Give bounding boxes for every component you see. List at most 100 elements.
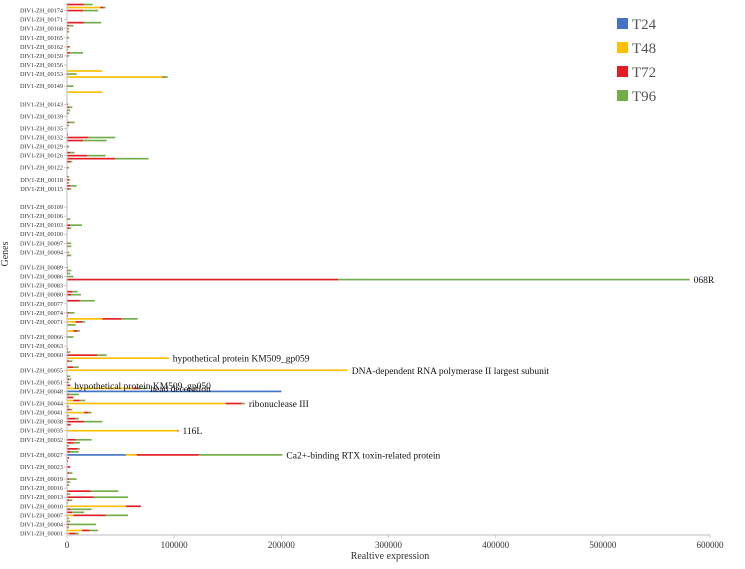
bar-segment-t72-div1-zh_00026 bbox=[67, 457, 70, 459]
y-tick-label: DIV1-ZH_00149 bbox=[20, 83, 63, 90]
bar-segment-t96-div1-zh_00136 bbox=[68, 124, 70, 127]
y-tick-label: DIV1-ZH_00086 bbox=[20, 274, 63, 281]
legend-swatch-t24 bbox=[617, 18, 628, 29]
bar-segment-t72-div1-zh_00115 bbox=[67, 188, 70, 190]
bar-segment-t72-div1-zh_00141 bbox=[67, 109, 69, 112]
bar-segment-t96-div1-zh_00013 bbox=[93, 496, 129, 499]
bar-segment-t72-div1-zh_00176 bbox=[67, 3, 85, 6]
bar-segment-t72-div1-zh_00170 bbox=[67, 21, 85, 24]
bar-segment-t96-div1-zh_00042 bbox=[70, 408, 73, 411]
y-tick-label: DIV1-ZH_00080 bbox=[20, 292, 63, 299]
bar-segment-t96-div1-zh_00103 bbox=[70, 224, 83, 226]
bar-segment-t72-div1-zh_00072 bbox=[102, 318, 122, 320]
bar-segment-t72-div1-zh_00162 bbox=[67, 46, 70, 48]
x-tick-label: 0 bbox=[65, 540, 70, 550]
bar-segment-t96-div1-zh_00119 bbox=[68, 175, 70, 178]
bar-segment-t96-div1-zh_00097 bbox=[68, 242, 72, 245]
x-tick-label: 200000 bbox=[268, 540, 296, 550]
bar-segment-t72-div1-zh_00021 bbox=[67, 472, 70, 474]
bar-segment-t96-div1-zh_00131 bbox=[83, 139, 107, 142]
y-tick-label: DIV1-ZH_00143 bbox=[20, 101, 63, 108]
legend-label-t48: T48 bbox=[632, 41, 656, 57]
bar-segment-t72-div1-zh_00058 bbox=[67, 360, 70, 363]
bar-segment-t96-div1-zh_00032 bbox=[75, 438, 92, 441]
x-axis-title: Realtive expression bbox=[351, 551, 430, 562]
bar-segment-t72-div1-zh_00014 bbox=[67, 493, 69, 496]
bar-segment-t72-div1-zh_00153 bbox=[67, 73, 69, 75]
bar-segment-t72-div1-zh_00143 bbox=[67, 103, 69, 106]
bar-segment-t96-div1-zh_00129 bbox=[68, 145, 70, 148]
legend-swatch-t72 bbox=[617, 66, 628, 77]
y-tick-label: DIV1-ZH_00060 bbox=[20, 352, 63, 359]
y-tick-label: DIV1-ZH_00044 bbox=[20, 401, 63, 408]
bar-segment-t48-div1-zh_00027 bbox=[125, 454, 137, 456]
bar-segment-t72-div1-zh_00023 bbox=[67, 466, 71, 468]
bar-segment-t72-div1-zh_00018 bbox=[67, 481, 69, 483]
y-tick-label: DIV1-ZH_00162 bbox=[20, 44, 63, 51]
bar-segment-t72-div1-zh_00007 bbox=[73, 514, 106, 517]
bar-segment-t48-div1-zh_00175 bbox=[67, 6, 101, 9]
x-ticks-layer: 0 100000 200000 300000 400000 500000 600000 bbox=[65, 535, 724, 550]
bar-segment-t48-div1-zh_00045 bbox=[67, 399, 74, 402]
bar-segment-t72-div1-zh_00053 bbox=[67, 375, 69, 378]
y-tick-label: DIV1-ZH_00159 bbox=[20, 53, 63, 60]
annotation-label: 116L bbox=[182, 427, 202, 437]
bar-segment-t96-div1-zh_00041 bbox=[88, 411, 92, 414]
y-tick-label: DIV1-ZH_00103 bbox=[20, 222, 63, 229]
bar-segment-t96-div1-zh_00021 bbox=[69, 472, 73, 474]
y-tick-label: DIV1-ZH_00132 bbox=[20, 135, 63, 142]
bar-segment-t72-div1-zh_00052 bbox=[67, 378, 70, 381]
bar-segment-t96-div1-zh_00028 bbox=[70, 451, 79, 453]
bar-segment-t96-div1-zh_00165 bbox=[68, 36, 70, 39]
bar-segment-t96-div1-zh_00011 bbox=[67, 502, 69, 505]
bar-segment-t72-div1-zh_00038 bbox=[67, 420, 85, 423]
bar-segment-t72-div1-zh_00103 bbox=[67, 224, 71, 226]
y-tick-label: DIV1-ZH_00010 bbox=[20, 503, 63, 510]
bar-segment-t96-div1-zh_00081 bbox=[72, 290, 78, 293]
y-tick-label: DIV1-ZH_00013 bbox=[20, 494, 63, 501]
y-tick-label: DIV1-ZH_00027 bbox=[20, 452, 63, 459]
bar-segment-t72-div1-zh_00032 bbox=[67, 438, 76, 441]
bar-segment-t96-div1-zh_00085 bbox=[338, 278, 690, 281]
y-tick-label: DIV1-ZH_00019 bbox=[20, 476, 63, 483]
bar-segment-t96-div1-zh_00047 bbox=[69, 393, 79, 396]
bar-segment-t96-div1-zh_00007 bbox=[105, 514, 129, 517]
bar-segment-t72-div1-zh_00028 bbox=[67, 451, 71, 453]
bar-segment-t72-div1-zh_00042 bbox=[67, 408, 71, 411]
bar-segment-t96-div1-zh_00049 bbox=[138, 387, 147, 390]
bar-segment-t96-div1-zh_00087 bbox=[68, 272, 71, 275]
bar-segment-t72-div1-zh_00159 bbox=[67, 55, 69, 57]
bar-segment-t72-div1-zh_00081 bbox=[67, 290, 73, 293]
bar-segment-t48-div1-zh_00010 bbox=[67, 505, 126, 508]
bar-segment-t96-div1-zh_00051 bbox=[68, 381, 70, 384]
bar-segment-t48-div1-zh_00044 bbox=[67, 402, 226, 405]
bar-segment-t72-div1-zh_00044 bbox=[225, 402, 242, 405]
bar-segment-t72-div1-zh_00136 bbox=[67, 124, 69, 127]
bar-segment-t48-div1-zh_00007 bbox=[67, 514, 74, 517]
y-tick-label: DIV1-ZH_00038 bbox=[20, 419, 63, 426]
bar-segment-t72-div1-zh_00160 bbox=[67, 52, 71, 54]
bar-segment-t48-div1-zh_00001 bbox=[67, 532, 70, 535]
bar-segment-t72-div1-zh_00066 bbox=[67, 336, 69, 338]
bar-segment-t72-div1-zh_00149 bbox=[67, 85, 69, 87]
bar-segment-t96-div1-zh_00004 bbox=[69, 523, 96, 526]
gene-labels-layer: DIV1-ZH_00001 DIV1-ZH_00004 DIV1-ZH_00007 D… bbox=[20, 8, 67, 537]
bar-segment-t72-div1-zh_00167 bbox=[67, 30, 69, 33]
bar-segment-t96-div1-zh_00153 bbox=[68, 73, 77, 75]
bar-segment-t72-div1-zh_00073 bbox=[67, 315, 69, 317]
legend-label-t24: T24 bbox=[632, 17, 657, 33]
x-tick-label: 600000 bbox=[697, 540, 725, 550]
bar-segment-t96-div1-zh_00017 bbox=[68, 484, 70, 486]
bar-segment-t96-div1-zh_00029 bbox=[77, 448, 80, 450]
bar-segment-t72-div1-zh_00009 bbox=[67, 508, 71, 511]
bar-segment-t96-div1-zh_00031 bbox=[73, 441, 80, 444]
bar-segment-t72-div1-zh_00043 bbox=[67, 405, 69, 408]
bar-segment-t96-div1-zh_00132 bbox=[88, 136, 116, 139]
bar-segment-t72-div1-zh_00137 bbox=[67, 121, 70, 124]
y-tick-label: DIV1-ZH_00171 bbox=[20, 17, 63, 24]
bar-segment-t96-div1-zh_00008 bbox=[72, 511, 85, 514]
y-tick-label: DIV1-ZH_00023 bbox=[20, 464, 63, 471]
bar-segment-t48-div1-zh_00055 bbox=[67, 369, 348, 372]
y-tick-label: DIV1-ZH_00051 bbox=[20, 379, 63, 386]
bar-segment-t72-div1-zh_00174 bbox=[67, 9, 84, 12]
